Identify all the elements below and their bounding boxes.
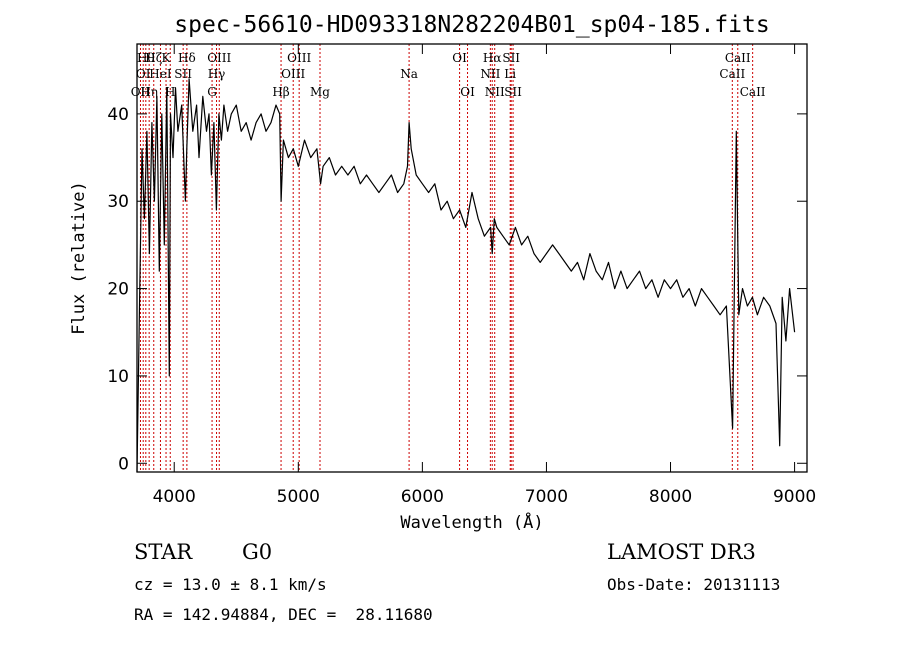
line-marker-label: HeI (149, 67, 172, 81)
line-marker-label: Na (400, 67, 418, 81)
line-marker-label: SII (502, 51, 520, 65)
object-class: STAR (134, 540, 193, 564)
line-marker-label: OIII (281, 67, 305, 81)
line-marker-label: OIII (207, 51, 231, 65)
line-marker-label: NII (485, 85, 505, 99)
x-tick-label: 8000 (649, 487, 692, 507)
x-axis-ticks: 4000 5000 6000 7000 8000 9000 (153, 44, 816, 507)
coordinates: RA = 142.94884, DEC = 28.11680 (134, 605, 433, 624)
line-marker-label: OI (460, 85, 475, 99)
y-tick-label: 20 (107, 280, 129, 300)
y-tick-label: 30 (107, 192, 129, 212)
x-axis-label: Wavelength (Å) (400, 511, 543, 533)
line-marker-label: G (207, 85, 217, 99)
x-tick-label: 6000 (401, 487, 444, 507)
line-markers (139, 44, 754, 472)
redshift-readout: cz = 13.0 ± 8.1 km/s (134, 575, 327, 594)
line-marker-label: NII (480, 67, 500, 81)
x-tick-label: 5000 (277, 487, 320, 507)
line-marker-label: SII (504, 85, 522, 99)
line-marker-label: Hβ (272, 85, 289, 99)
line-marker-label: OI (136, 67, 151, 81)
spectrum-chart: spec-56610-HD093318N282204B01_sp04-185.f… (69, 12, 816, 533)
line-marker-label: Hγ (208, 67, 226, 81)
obs-date: Obs-Date: 20131113 (607, 575, 781, 594)
y-tick-label: 10 (107, 367, 129, 387)
y-axis-ticks: 0 10 20 30 40 (107, 105, 807, 474)
line-marker-label: Mg (310, 85, 330, 99)
plot-frame (136, 43, 808, 473)
line-marker-label: OII (131, 85, 151, 99)
line-marker-label: Hδ (178, 51, 196, 65)
line-marker-label: H (165, 85, 175, 99)
object-subclass: G0 (242, 540, 273, 564)
chart-title: spec-56610-HD093318N282204B01_sp04-185.f… (174, 12, 769, 38)
line-marker-label: Hζ (145, 51, 162, 65)
survey-name: LAMOST DR3 (607, 540, 756, 564)
x-tick-label: 9000 (773, 487, 816, 507)
line-marker-label: CaII (725, 51, 751, 65)
line-marker-label: K (162, 51, 172, 65)
x-tick-label: 7000 (525, 487, 568, 507)
y-tick-label: 0 (118, 454, 129, 474)
line-marker-label: Hα (483, 51, 502, 65)
line-marker-labels: OII OI Hθ Hη Hζ HeI K H SII Hδ G Hγ OIII Hβ OIII OIII Mg… (131, 51, 766, 99)
spectrum-line (136, 78, 796, 473)
line-marker-label: SII (174, 67, 192, 81)
line-marker-label: CaII (740, 85, 766, 99)
x-tick-label: 4000 (153, 487, 196, 507)
line-marker-label: CaII (719, 67, 745, 81)
y-tick-label: 40 (107, 105, 129, 125)
line-marker-label: OIII (287, 51, 311, 65)
line-marker-label: Hη (140, 85, 158, 99)
line-marker-label: OI (452, 51, 467, 65)
line-marker-label: Li (504, 67, 516, 81)
y-axis-label: Flux (relative) (69, 181, 89, 335)
line-marker-label: Hθ (137, 51, 155, 65)
